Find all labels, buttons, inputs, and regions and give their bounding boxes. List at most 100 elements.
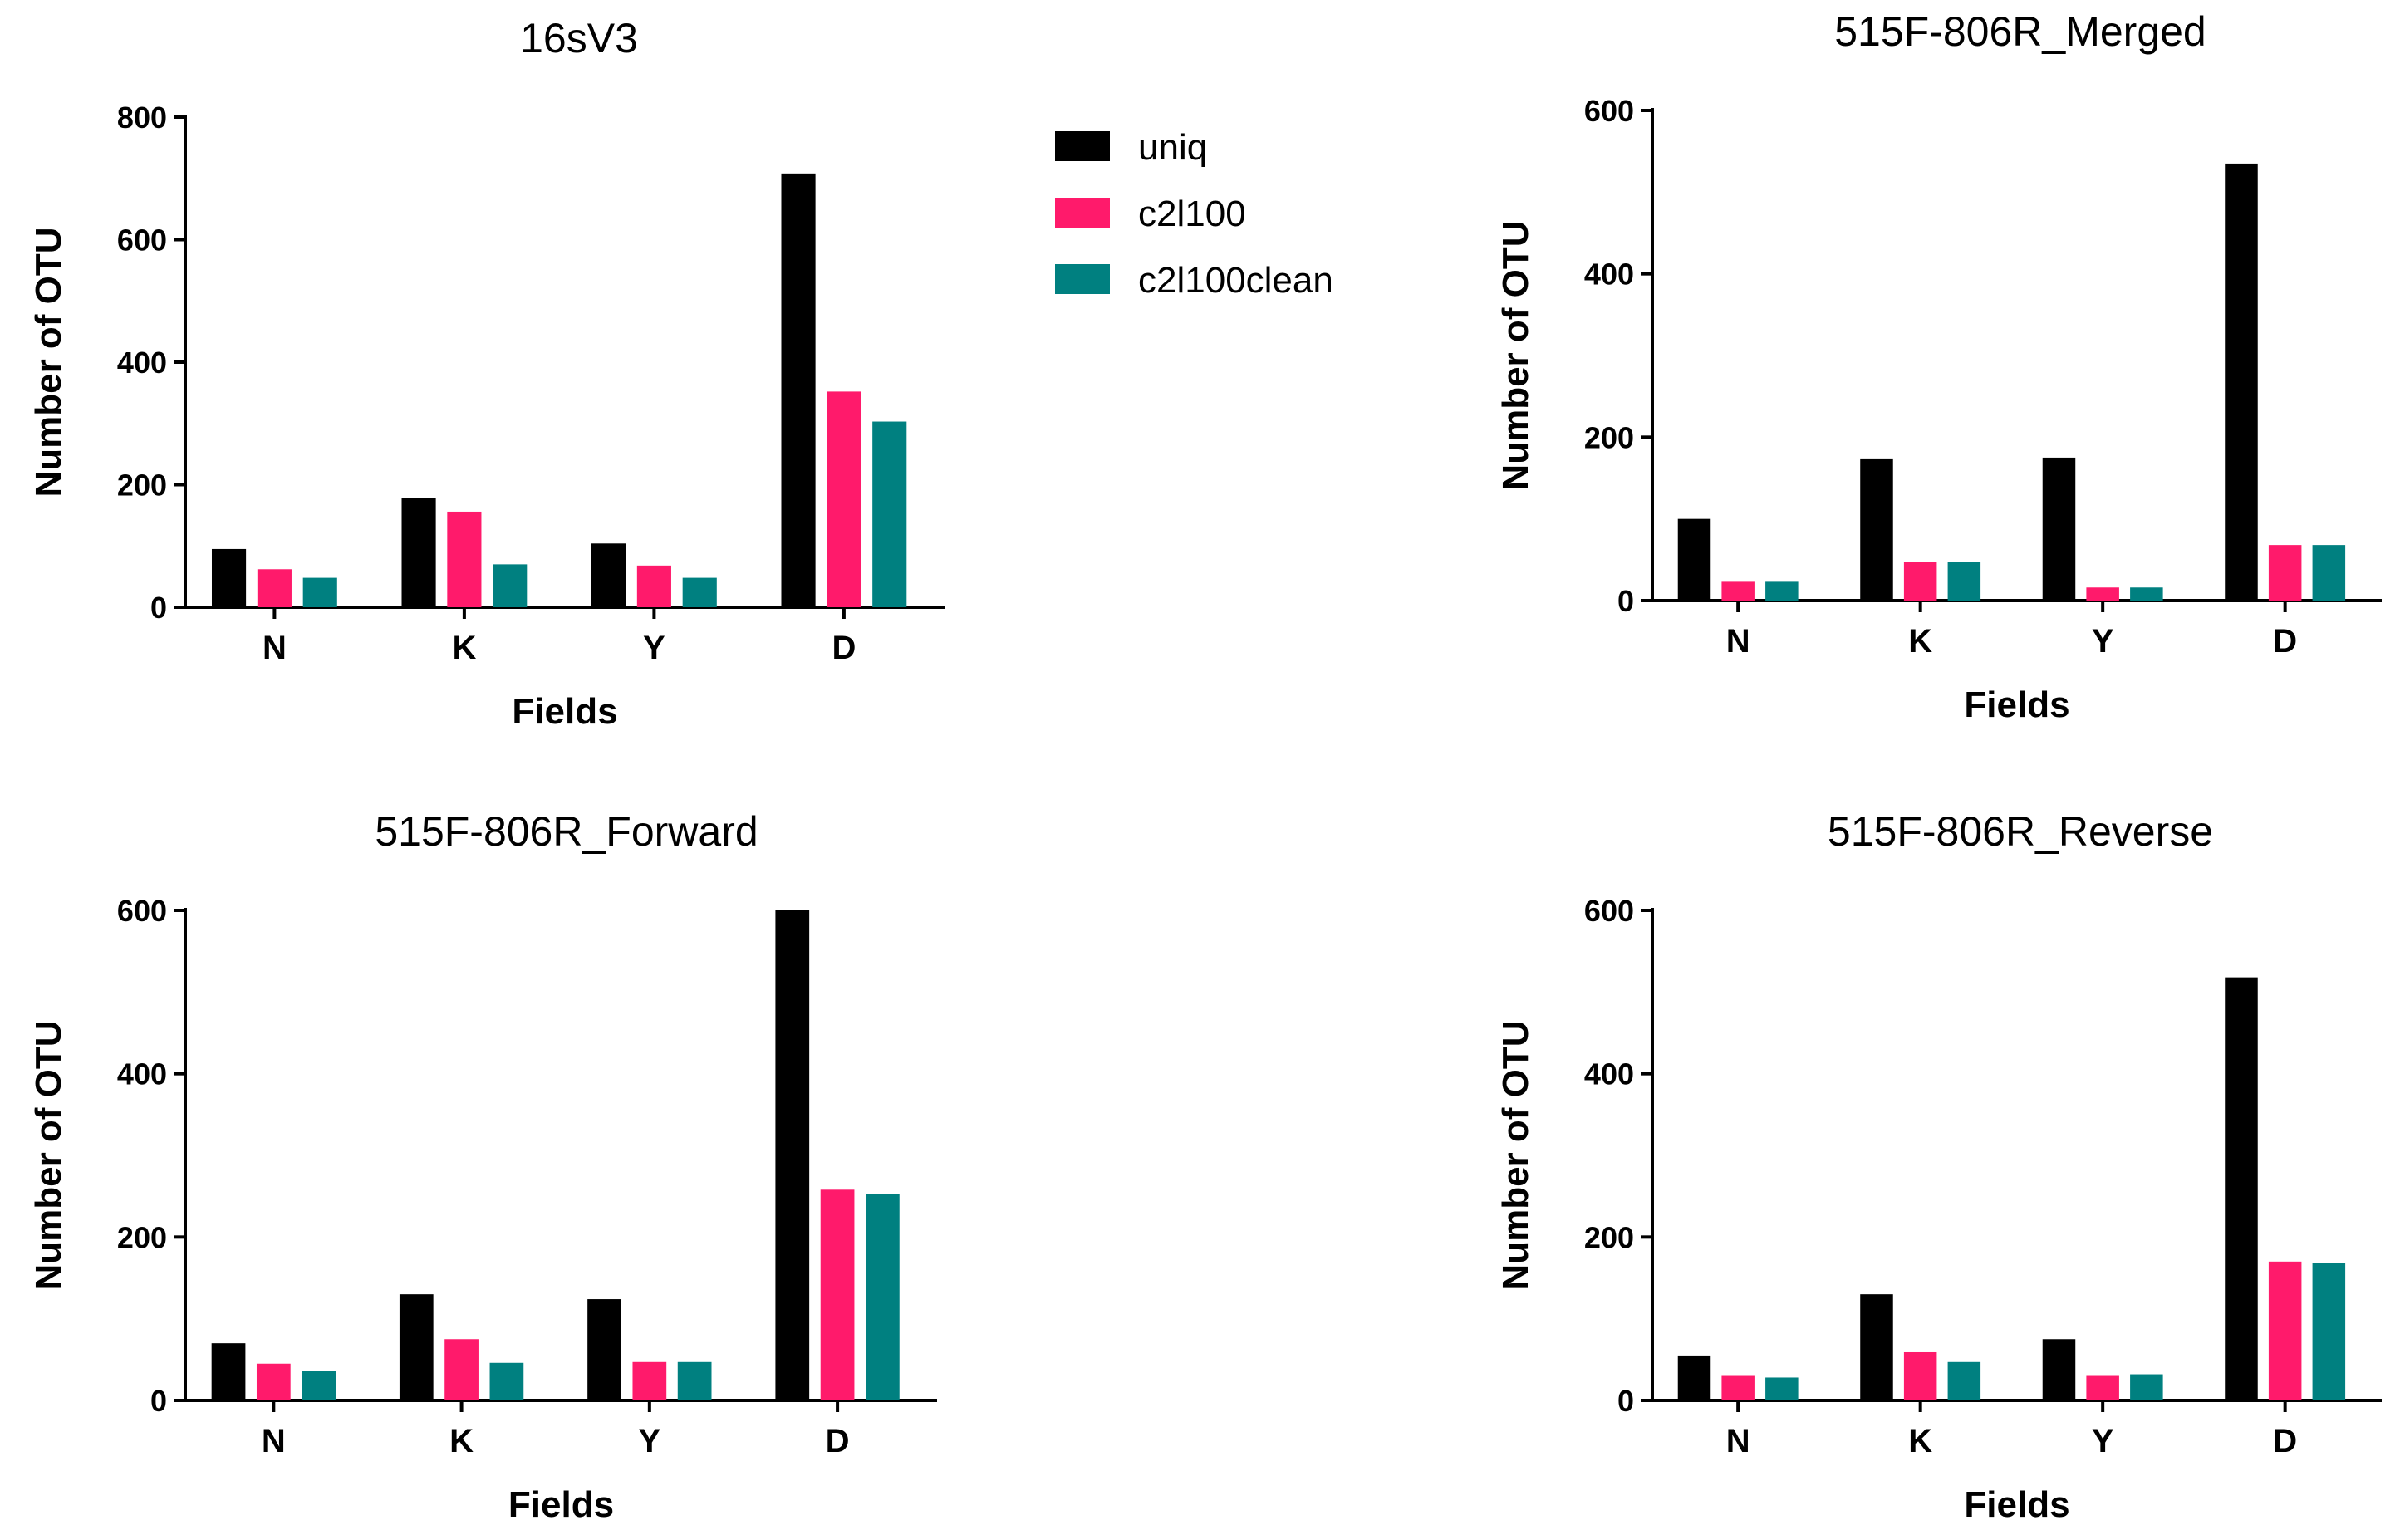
bar-uniq-n [1677, 518, 1711, 601]
y-axis-title: Number of OTU [28, 227, 69, 497]
bar-c2l100clean-y [677, 1361, 712, 1400]
y-tick-label: 200 [117, 468, 167, 503]
bar-c2l100-k [1903, 1351, 1937, 1400]
bar-c2l100clean-y [682, 577, 717, 607]
chart-panel: 515F-806R_Forward 0 200 400 600 N K Y D Fields Num… [28, 808, 937, 1525]
x-axis-title: Fields [512, 691, 617, 732]
bar-c2l100-y [636, 565, 671, 607]
y-tick-label: 0 [150, 1384, 167, 1418]
legend: uniq c2l100 c2l100clean [1055, 127, 1333, 301]
y-tick-label: 600 [117, 894, 167, 928]
bar-c2l100-d [2268, 1261, 2302, 1400]
x-tick-label: Y [2092, 623, 2114, 660]
y-tick-label: 400 [117, 346, 167, 380]
x-tick-label: D [826, 1423, 850, 1459]
bar-c2l100clean-n [302, 577, 337, 607]
x-tick-label: N [1726, 623, 1750, 660]
y-axis-title: Number of OTU [1495, 220, 1536, 490]
bar-uniq-y [2042, 457, 2076, 601]
x-tick-label: K [452, 630, 476, 666]
x-tick-label: K [1908, 623, 1932, 660]
chart-title: 515F-806R_Reverse [1828, 808, 2213, 855]
bar-uniq-k [1860, 1294, 1893, 1400]
y-tick-label: 400 [1584, 257, 1634, 292]
bar-uniq-n [1677, 1355, 1711, 1400]
bar-c2l100clean-d [872, 421, 907, 607]
x-tick-label: N [1726, 1423, 1750, 1459]
x-tick-label: N [263, 630, 287, 666]
bar-c2l100-y [632, 1361, 667, 1400]
bar-c2l100-n [1721, 1375, 1755, 1400]
chart-panels: 16sV3 0 200 400 600 800 N K Y D Fields Number of OT… [28, 8, 2382, 1525]
bar-c2l100-y [2086, 1375, 2119, 1400]
bar-c2l100clean-k [1947, 562, 1981, 601]
bar-c2l100clean-y [2130, 1374, 2163, 1400]
x-tick-label: Y [2092, 1423, 2114, 1459]
bar-c2l100-n [256, 1363, 291, 1400]
y-tick-label: 600 [1584, 894, 1634, 928]
y-tick-label: 200 [117, 1220, 167, 1254]
bar-uniq-d [781, 173, 816, 608]
legend-label: c2l100clean [1138, 260, 1333, 301]
bar-c2l100clean-n [302, 1371, 336, 1400]
x-tick-label: D [832, 630, 856, 666]
bar-uniq-d [2225, 977, 2258, 1400]
y-tick-label: 0 [150, 591, 167, 625]
x-axis-title: Fields [1964, 684, 2069, 725]
bar-uniq-y [587, 1299, 621, 1400]
bar-uniq-k [401, 498, 436, 607]
chart-panel: 515F-806R_Merged 0 200 400 600 N K Y D Fields Numb… [1495, 8, 2382, 725]
bar-c2l100clean-n [1765, 581, 1799, 601]
bar-c2l100-k [444, 1339, 479, 1400]
chart-title: 515F-806R_Forward [375, 808, 758, 855]
bar-uniq-k [1860, 458, 1893, 601]
chart-panel: 16sV3 0 200 400 600 800 N K Y D Fields Number of OT… [28, 15, 945, 732]
legend-label: c2l100 [1138, 194, 1246, 234]
y-tick-label: 0 [1617, 1384, 1634, 1418]
bar-uniq-d [2225, 163, 2258, 601]
bar-uniq-d [775, 910, 810, 1400]
bar-c2l100-n [1721, 581, 1755, 601]
x-tick-label: N [262, 1423, 286, 1459]
chart-panel: 515F-806R_Reverse 0 200 400 600 N K Y D Fields Num… [1495, 808, 2382, 1525]
legend-swatch [1055, 131, 1110, 161]
bar-c2l100clean-d [866, 1194, 900, 1400]
bar-c2l100clean-d [2312, 545, 2346, 601]
bar-c2l100clean-y [2130, 587, 2163, 601]
y-tick-label: 200 [1584, 1220, 1634, 1254]
y-tick-label: 400 [1584, 1057, 1634, 1091]
bar-c2l100clean-n [1765, 1377, 1799, 1400]
bar-c2l100-y [2086, 587, 2119, 601]
y-tick-label: 400 [117, 1057, 167, 1091]
bar-c2l100clean-d [2312, 1263, 2346, 1400]
bar-c2l100-d [827, 391, 861, 607]
chart-title: 515F-806R_Merged [1834, 8, 2206, 55]
y-tick-label: 800 [117, 101, 167, 135]
y-tick-label: 0 [1617, 584, 1634, 618]
x-tick-label: Y [638, 1423, 660, 1459]
y-tick-label: 600 [117, 223, 167, 257]
y-tick-label: 200 [1584, 420, 1634, 454]
y-axis-title: Number of OTU [28, 1020, 69, 1290]
chart-title: 16sV3 [520, 15, 638, 61]
y-tick-label: 600 [1584, 94, 1634, 128]
y-axis-title: Number of OTU [1495, 1020, 1536, 1290]
bar-c2l100-d [820, 1189, 855, 1400]
x-tick-label: D [2273, 1423, 2297, 1459]
bar-uniq-y [2042, 1339, 2076, 1400]
bar-uniq-n [211, 1343, 246, 1400]
x-axis-title: Fields [508, 1484, 614, 1525]
x-tick-label: K [1908, 1423, 1932, 1459]
bar-uniq-y [591, 543, 626, 607]
bar-c2l100clean-k [493, 564, 528, 607]
bar-c2l100-n [257, 569, 292, 607]
bar-c2l100clean-k [1947, 1361, 1981, 1400]
bar-c2l100clean-k [489, 1362, 524, 1400]
legend-label: uniq [1138, 127, 1207, 168]
x-tick-label: Y [643, 630, 665, 666]
legend-swatch [1055, 198, 1110, 228]
bar-c2l100-d [2268, 545, 2302, 601]
x-axis-title: Fields [1964, 1484, 2069, 1525]
bar-c2l100-k [447, 511, 482, 607]
